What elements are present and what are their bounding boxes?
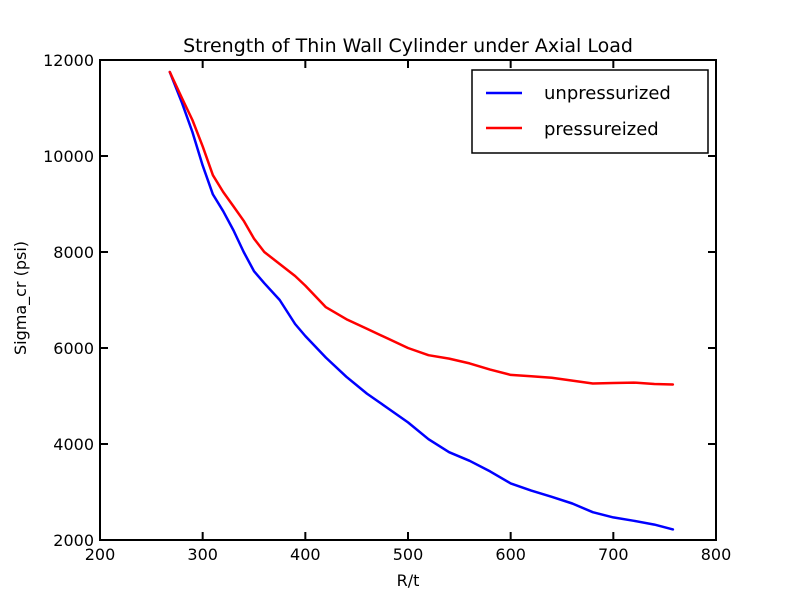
- legend-label-pressureized: pressureized: [544, 119, 659, 140]
- y-axis: 2000 4000 6000 8000 10000 12000: [43, 51, 716, 550]
- x-tick-label: 400: [290, 545, 321, 564]
- y-tick-label: 12000: [43, 51, 94, 70]
- x-tick-label: 800: [701, 545, 732, 564]
- x-axis-label: R/t: [397, 571, 420, 590]
- y-tick-label: 4000: [53, 435, 94, 454]
- plot-area: 200 300 400 500 600 700 800 2000 4000 6000 8000 10…: [43, 51, 731, 564]
- series-layer: [168, 70, 675, 531]
- y-tick-label: 2000: [53, 531, 94, 550]
- x-axis: 200 300 400 500 600 700 800: [85, 60, 732, 564]
- y-tick-label: 8000: [53, 243, 94, 262]
- x-tick-label: 700: [598, 545, 629, 564]
- x-tick-label: 600: [495, 545, 526, 564]
- y-tick-label: 6000: [53, 339, 94, 358]
- y-axis-label: Sigma_cr (psi): [11, 241, 31, 355]
- series-line-unpressurized: [168, 70, 675, 531]
- x-tick-label: 300: [187, 545, 218, 564]
- series-line-pressureized: [168, 70, 675, 386]
- y-tick-label: 10000: [43, 147, 94, 166]
- legend: unpressurized pressureized: [471, 69, 709, 154]
- legend-box: [471, 69, 709, 154]
- x-tick-label: 500: [393, 545, 424, 564]
- legend-label-unpressurized: unpressurized: [544, 83, 671, 104]
- chart-title: Strength of Thin Wall Cylinder under Axi…: [183, 35, 633, 57]
- x-tick-label: 200: [85, 545, 116, 564]
